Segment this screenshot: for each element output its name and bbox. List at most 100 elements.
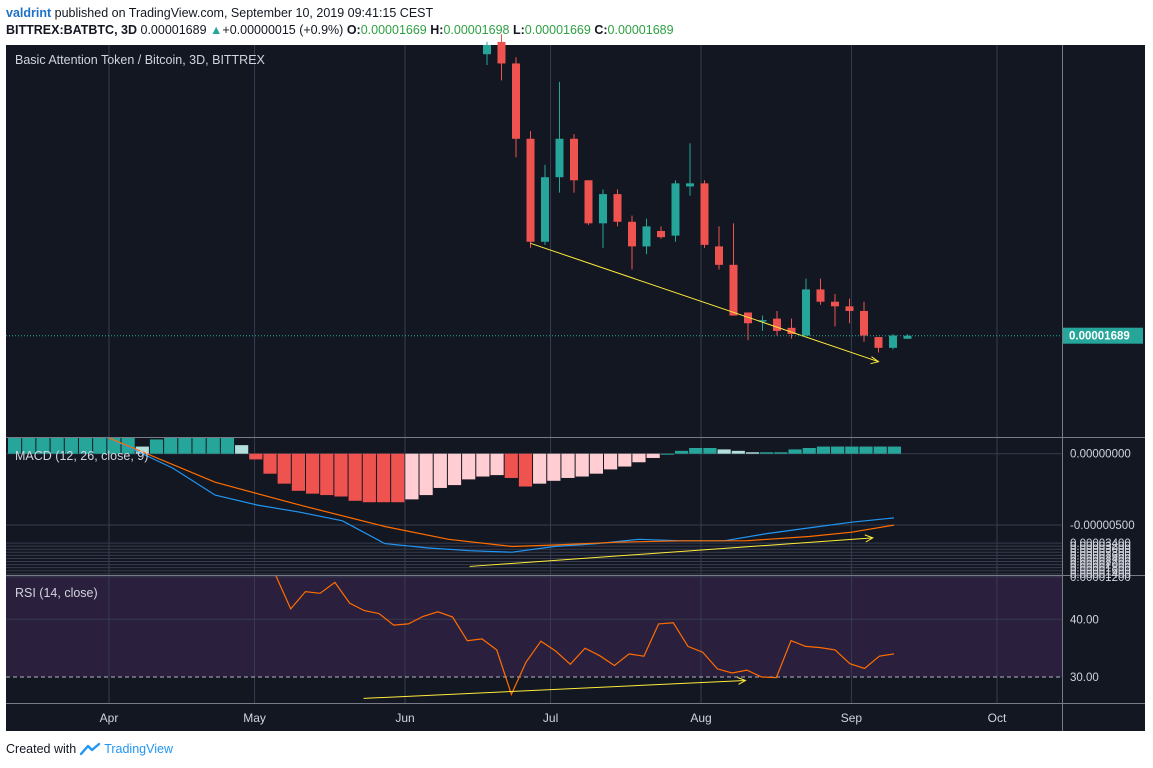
macd-histogram-bar (391, 453, 405, 503)
macd-histogram-bar (235, 445, 249, 454)
macd-pane-title: MACD (12, 26, close, 9) (15, 449, 148, 463)
macd-histogram-bar (859, 446, 873, 454)
price-tick-label: 0.00003400 (1070, 538, 1131, 550)
macd-line (108, 438, 895, 553)
macd-histogram-bar (405, 453, 419, 500)
macd-histogram-bar (788, 449, 802, 454)
macd-histogram-bar (164, 438, 178, 454)
macd-histogram-bar (533, 453, 547, 484)
rsi-line (275, 576, 895, 696)
macd-histogram-bar (760, 452, 774, 454)
price-change: +0.00000015 (+0.9%) (222, 23, 344, 37)
price-tick-label: 0.00002600 (1070, 550, 1131, 562)
macd-histogram-bar (22, 438, 36, 454)
candle-body (570, 138, 578, 181)
close-label: C: (594, 23, 608, 37)
macd-histogram-bar (149, 439, 164, 454)
candle-body (642, 226, 651, 247)
macd-histogram-bar (604, 453, 618, 470)
candle-body (512, 63, 520, 139)
time-tick-label: Aug (690, 711, 711, 725)
candle-body (483, 45, 491, 55)
macd-histogram-bar (8, 438, 22, 454)
candle-body (845, 306, 854, 311)
signal-line (108, 438, 895, 548)
macd-histogram-bar (873, 446, 887, 454)
macd-histogram-bar (774, 452, 788, 454)
symbol-ohlc-row: BITTREX:BATBTC, 3D 0.00001689 ▲+0.000000… (6, 21, 674, 39)
macd-histogram-bar (78, 438, 93, 454)
candle-body (758, 320, 767, 322)
macd-histogram-bar (731, 450, 745, 454)
change-up-icon: ▲ (210, 23, 223, 37)
macd-histogram-bar (547, 453, 561, 481)
candle-body (874, 337, 883, 348)
candle-body (700, 183, 709, 245)
time-tick-label: Jun (395, 711, 414, 725)
macd-histogram-bar (831, 446, 845, 454)
candle-body (802, 289, 810, 336)
macd-histogram-bar (447, 453, 462, 486)
high-value: 0.00001698 (443, 23, 510, 37)
tradingview-logo-icon (80, 742, 101, 756)
macd-histogram-bar (646, 453, 660, 458)
macd-histogram-bar (462, 453, 476, 480)
candle-body (541, 177, 549, 242)
close-value: 0.00001689 (607, 23, 674, 37)
time-tick-label: Jul (543, 711, 558, 725)
candle-body (584, 180, 593, 224)
macd-histogram-bar (178, 438, 192, 454)
macd-histogram-bar (64, 438, 78, 454)
price-pane-title: Basic Attention Token / Bitcoin, 3D, BIT… (15, 53, 266, 67)
macd-histogram-bar (816, 446, 831, 454)
price-tick-label: 0.00001600 (1070, 566, 1131, 578)
author-name[interactable]: valdrint (6, 6, 52, 20)
candle-body (526, 138, 535, 242)
macd-histogram-bar (376, 453, 391, 503)
macd-histogram-bar (334, 453, 348, 497)
low-value: 0.00001669 (524, 23, 591, 37)
candle-body (497, 41, 506, 64)
candle-body (555, 138, 564, 178)
candle-body (816, 289, 825, 302)
macd-histogram-bar (674, 450, 689, 454)
price-tick-label: 0.00002200 (1070, 557, 1131, 569)
macd-arrow-icon (864, 534, 874, 543)
time-tick-label: Sep (841, 711, 863, 725)
tradingview-brand-link[interactable]: TradingView (104, 742, 173, 756)
macd-lines (108, 438, 895, 553)
high-label: H: (430, 23, 444, 37)
macd-histogram-bar (518, 453, 533, 487)
last-price: 0.00001689 (140, 23, 207, 37)
macd-histogram-bar (703, 447, 717, 454)
macd-histogram-bar (745, 452, 760, 454)
macd-histogram-bar (490, 453, 504, 476)
candle-body (729, 264, 738, 316)
macd-tick-label: -0.00000500 (1070, 520, 1135, 532)
price-tick-label: 0.00003000 (1070, 544, 1131, 556)
macd-histogram-bar (689, 447, 703, 454)
open-label: O: (346, 23, 361, 37)
trendline-arrow-icon (870, 356, 880, 365)
rsi-tick-label: 30.00 (1070, 672, 1099, 684)
open-value: 0.00001669 (360, 23, 427, 37)
rsi-pane-title: RSI (14, close) (15, 586, 98, 600)
candle-body (744, 312, 752, 324)
rsi-band (6, 576, 1062, 678)
rsi-tick-label: 40.00 (1070, 614, 1099, 626)
macd-histogram-bar (504, 453, 518, 478)
time-tick-label: Oct (988, 711, 1007, 725)
macd-histogram-bar (263, 453, 277, 474)
last-price-tag (1063, 327, 1143, 344)
macd-histogram-bar (561, 453, 575, 478)
rsi-trendline (363, 679, 746, 699)
macd-histogram-bar (220, 438, 235, 454)
macd-histogram-bar (887, 446, 901, 454)
price-trendline (530, 242, 879, 363)
macd-trendline (469, 537, 873, 567)
candle-body (773, 318, 781, 331)
candle-body (831, 301, 839, 307)
macd-histogram-bar (93, 438, 107, 454)
macd-tick-label: 0.00000000 (1070, 449, 1131, 461)
